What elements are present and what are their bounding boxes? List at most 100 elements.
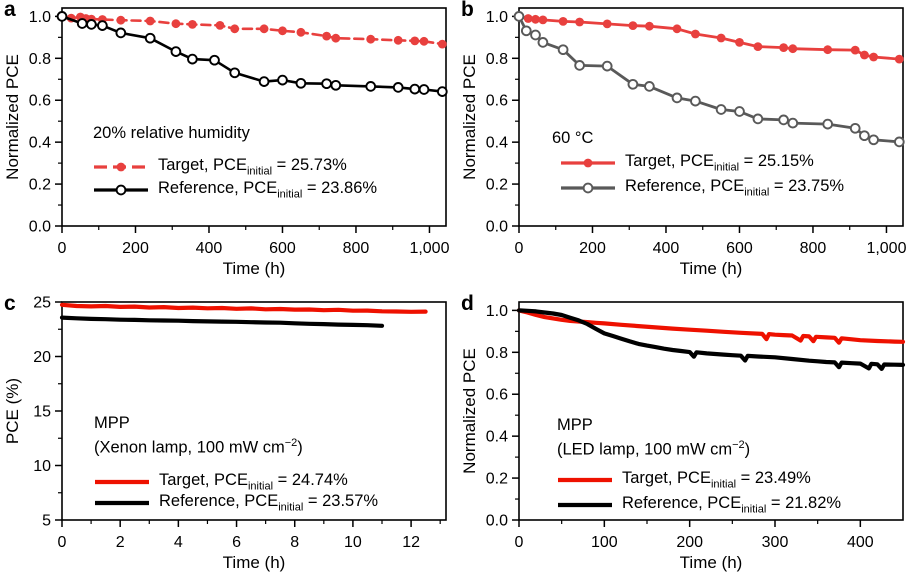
plot-frame [518, 7, 904, 227]
reference-marker [601, 60, 613, 72]
target-line-swatch [95, 479, 149, 485]
panel-b-ylabel: Normalized PCE [460, 54, 479, 180]
reference-marker [229, 67, 241, 79]
target-marker [645, 21, 654, 31]
target-marker [437, 39, 447, 49]
legend-label: Target, PCEinitial = 25.73% [158, 156, 347, 178]
reference-marker [295, 77, 307, 89]
panel-b-legend-reference: Reference, PCEinitial = 23.75% [560, 177, 844, 199]
annotation-line1: MPP [94, 414, 130, 432]
y-tick-label: 0.2 [486, 177, 508, 194]
target-marker [259, 24, 269, 34]
reference-marker [644, 81, 655, 92]
target-marker [691, 29, 700, 39]
target-marker [894, 54, 904, 64]
x-tick-label: 0 [515, 534, 524, 551]
target-marker [779, 43, 788, 52]
target-marker [410, 36, 420, 46]
target-marker [735, 38, 744, 47]
panel-d-ylabel: Normalized PCE [460, 348, 479, 474]
reference-marker [144, 32, 156, 44]
y-tick-label: 0.2 [29, 177, 51, 194]
panel-b-legend-target: Target, PCEinitial = 25.15% [560, 152, 814, 174]
panel-c-letter: c [4, 292, 16, 315]
y-tick-label: 5 [42, 513, 51, 530]
target-marker [672, 24, 682, 34]
target-marker [788, 44, 798, 54]
panel-c-ylabel: PCE (%) [3, 377, 22, 445]
panel-b-annotation: 60 °C [552, 128, 593, 148]
x-tick-label: 100 [591, 534, 618, 551]
panel-d: d 0 100 200 300 400 0.0 0.2 0.4 0.6 0.8 1.0 Normal… [457, 292, 914, 588]
panel-d-letter: d [461, 292, 474, 315]
x-tick-label: 0 [58, 534, 67, 551]
reference-marker [209, 54, 220, 66]
target-marker [823, 45, 833, 55]
legend-marker [115, 184, 127, 196]
y-tick-label: 0.0 [29, 219, 51, 236]
x-tick-label: 400 [196, 240, 223, 257]
panel-c-xlabel: Time (h) [222, 553, 286, 572]
reference-line-swatch [95, 500, 149, 506]
y-tick-label: 15 [33, 404, 51, 421]
target-marker [602, 19, 612, 29]
y-tick-label: 20 [33, 349, 51, 366]
x-tick-label: 2 [116, 534, 125, 551]
x-tick-label: 1,000 [409, 240, 449, 257]
reference-marker [170, 46, 182, 57]
reference-marker [56, 11, 68, 22]
legend-marker [583, 158, 593, 168]
reference-line-swatch [561, 182, 615, 194]
x-tick-label: 0 [515, 240, 524, 257]
reference-marker [537, 37, 549, 48]
reference-marker [557, 44, 569, 56]
x-tick-label: 200 [676, 534, 703, 551]
x-tick-label: 200 [579, 240, 606, 257]
panel-b-plot: 0 200 400 600 800 1,000 0.0 0.2 0.4 0.6 0.8 1.0 [486, 7, 907, 257]
reference-line-swatch [94, 184, 148, 196]
y-tick-label: 0.8 [29, 51, 51, 68]
y-tick-label: 1.0 [29, 9, 51, 26]
plot-frame [518, 301, 904, 521]
reference-marker [277, 74, 288, 86]
legend-label: Reference, PCEinitial = 23.75% [625, 177, 845, 199]
panel-a-xlabel: Time (h) [222, 259, 286, 278]
panel-d-xlabel: Time (h) [679, 553, 743, 572]
panel-b-xlabel: Time (h) [679, 259, 743, 278]
target-marker [523, 14, 533, 23]
annotation-line1: 20% relative humidity [93, 124, 250, 142]
panel-d-annotation: MPP (LED lamp, 100 mW cm−2) [557, 415, 750, 460]
legend-label: Target, PCEinitial = 23.49% [622, 469, 811, 491]
x-tick-label: 6 [232, 534, 241, 551]
target-line-swatch [94, 162, 148, 172]
reference-marker [787, 117, 799, 129]
y-tick-label: 1.0 [486, 9, 508, 26]
y-tick-label: 0.4 [486, 429, 508, 446]
reference-marker [671, 92, 683, 104]
annotation-line2: (Xenon lamp, 100 mW cm−2) [94, 437, 303, 457]
x-tick-label: 0 [58, 240, 67, 257]
annotation-line1: MPP [557, 416, 593, 434]
y-tick-label: 0.2 [486, 471, 508, 488]
target-marker [860, 50, 869, 60]
reference-marker [392, 82, 404, 93]
reference-marker [258, 76, 270, 87]
panel-c-legend-reference: Reference, PCEinitial = 23.57% [94, 492, 378, 514]
legend-label: Target, PCEinitial = 24.74% [159, 471, 348, 493]
reference-marker [849, 122, 861, 134]
target-marker [393, 35, 403, 45]
panel-c-plot: 0 2 4 6 8 10 12 5 10 15 20 25 [33, 295, 447, 551]
reference-series-line [516, 308, 906, 372]
legend-marker [582, 182, 594, 194]
panel-a-legend-target: Target, PCEinitial = 25.73% [93, 156, 347, 178]
reference-marker [330, 79, 342, 91]
reference-marker [859, 130, 870, 142]
reference-marker [409, 83, 421, 95]
panel-d-plot: 0 100 200 300 400 0.0 0.2 0.4 0.6 0.8 1.0 [486, 301, 906, 551]
panel-a-legend-reference: Reference, PCEinitial = 23.86% [93, 179, 377, 201]
panel-c: c 0 2 4 6 8 10 12 5 10 15 20 25 PCE (%) Time (h) MP… [0, 292, 457, 588]
reference-marker [734, 106, 745, 117]
reference-marker [115, 27, 127, 39]
x-tick-label: 12 [402, 534, 420, 551]
legend-label: Reference, PCEinitial = 23.86% [158, 179, 378, 201]
